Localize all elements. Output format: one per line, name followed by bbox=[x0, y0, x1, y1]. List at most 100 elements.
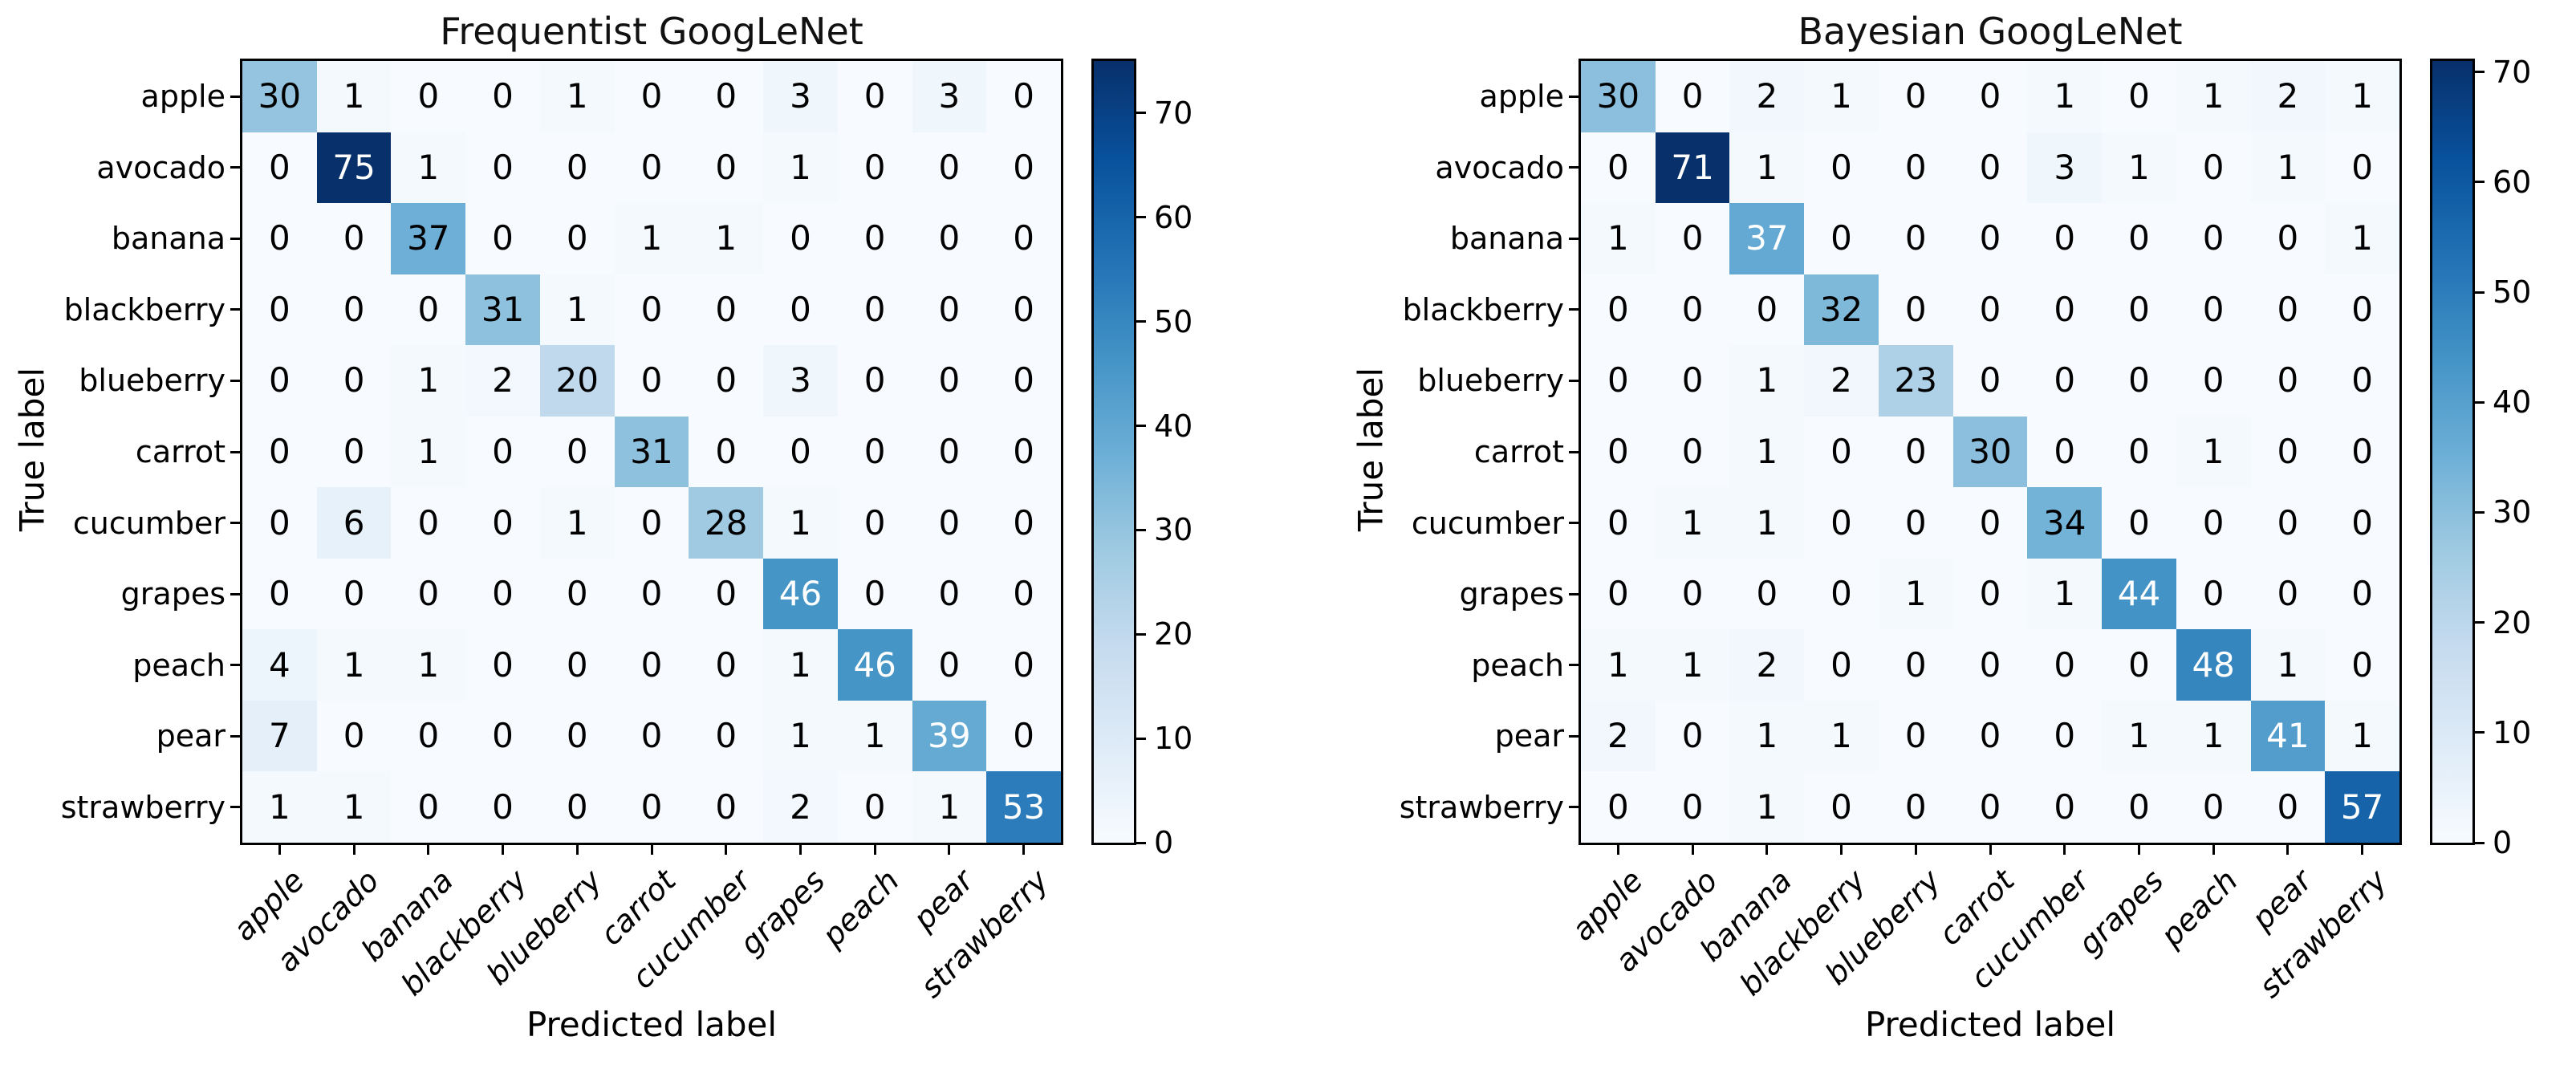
matrix-cell: 0 bbox=[539, 558, 615, 630]
matrix-cell: 0 bbox=[242, 416, 317, 488]
matrix-cell: 30 bbox=[1952, 416, 2028, 488]
matrix-cell: 57 bbox=[2325, 771, 2399, 843]
matrix-cell: 0 bbox=[316, 558, 392, 630]
matrix-cell: 1 bbox=[912, 771, 987, 843]
matrix-cell: 0 bbox=[1952, 274, 2028, 346]
matrix-cell: 0 bbox=[912, 274, 987, 346]
matrix-cell: 1 bbox=[2250, 132, 2326, 204]
matrix-cell: 2 bbox=[1729, 61, 1805, 132]
colorbar-tick-label: 60 bbox=[1154, 199, 1193, 235]
matrix-cell: 7 bbox=[242, 700, 317, 772]
y-tick-label: grapes bbox=[1459, 576, 1564, 612]
matrix-cell: 0 bbox=[2176, 203, 2251, 274]
matrix-cell: 0 bbox=[2027, 771, 2103, 843]
x-axis-tick bbox=[2137, 845, 2140, 855]
colorbar-tick-label: 40 bbox=[2493, 384, 2532, 421]
matrix-cell: 0 bbox=[1804, 132, 1879, 204]
matrix-cell: 0 bbox=[1878, 771, 1953, 843]
matrix-cell: 34 bbox=[2027, 487, 2103, 559]
matrix-cell: 1 bbox=[1729, 416, 1805, 488]
matrix-cell: 2 bbox=[465, 345, 540, 417]
matrix-cell: 0 bbox=[837, 771, 912, 843]
matrix-cell: 20 bbox=[539, 345, 615, 417]
x-axis-tick bbox=[1691, 845, 1694, 855]
y-tick-label: strawberry bbox=[1399, 789, 1564, 825]
x-axis-tick bbox=[1989, 845, 1992, 855]
matrix-cell: 1 bbox=[1878, 558, 1953, 630]
colorbar-tick bbox=[2475, 510, 2485, 514]
matrix-cell: 0 bbox=[837, 203, 912, 274]
y-axis-tick bbox=[230, 734, 240, 738]
y-axis-tick bbox=[1569, 237, 1579, 240]
colorbar-tick bbox=[1136, 216, 1146, 219]
colorbar bbox=[2430, 59, 2475, 845]
x-axis-tick bbox=[1840, 845, 1843, 855]
matrix-cell: 0 bbox=[689, 132, 764, 204]
matrix-cell: 1 bbox=[2325, 61, 2399, 132]
y-axis-tick bbox=[230, 522, 240, 525]
matrix-cell: 0 bbox=[689, 771, 764, 843]
matrix-cell: 0 bbox=[242, 487, 317, 559]
matrix-cell: 0 bbox=[2250, 558, 2326, 630]
matrix-cell: 23 bbox=[1878, 345, 1953, 417]
matrix-cell: 2 bbox=[1804, 345, 1879, 417]
matrix-cell: 6 bbox=[316, 487, 392, 559]
matrix-cell: 32 bbox=[1804, 274, 1879, 346]
y-axis-tick bbox=[1569, 308, 1579, 311]
y-tick-label: pear bbox=[1494, 718, 1564, 754]
confusion-matrix-panel-bayesian: Bayesian GoogLeNet True label apple avoca… bbox=[1339, 0, 2576, 1069]
matrix-cell: 0 bbox=[242, 558, 317, 630]
matrix-cell: 0 bbox=[2027, 416, 2103, 488]
colorbar-tick bbox=[1136, 632, 1146, 636]
matrix-cell: 1 bbox=[1729, 487, 1805, 559]
y-tick-label: carrot bbox=[135, 434, 226, 469]
matrix-cell: 0 bbox=[2102, 345, 2176, 417]
matrix-cell: 0 bbox=[2250, 416, 2326, 488]
matrix-cell: 0 bbox=[1804, 203, 1879, 274]
matrix-cell: 1 bbox=[763, 487, 838, 559]
matrix-cell: 0 bbox=[2250, 203, 2326, 274]
colorbar-tick bbox=[1136, 528, 1146, 531]
y-tick-label: grapes bbox=[120, 576, 226, 612]
x-axis-tick bbox=[427, 845, 430, 855]
matrix-cell: 0 bbox=[1878, 487, 1953, 559]
x-axis-tick bbox=[352, 845, 356, 855]
matrix-cell: 0 bbox=[1655, 558, 1730, 630]
matrix-cell: 0 bbox=[1655, 274, 1730, 346]
matrix-cell: 0 bbox=[316, 274, 392, 346]
matrix-cell: 0 bbox=[2176, 345, 2251, 417]
matrix-cell: 1 bbox=[242, 771, 317, 843]
x-axis-tick bbox=[650, 845, 653, 855]
matrix-cell: 0 bbox=[986, 345, 1061, 417]
matrix-cell: 0 bbox=[539, 132, 615, 204]
colorbar-tick-label: 10 bbox=[1154, 721, 1193, 757]
x-axis-tick bbox=[575, 845, 579, 855]
matrix-cell: 0 bbox=[242, 274, 317, 346]
matrix-cell: 1 bbox=[1655, 629, 1730, 701]
matrix-cell: 0 bbox=[2176, 274, 2251, 346]
colorbar-tick bbox=[1136, 425, 1146, 428]
colorbar-tick-label: 0 bbox=[2493, 825, 2513, 860]
matrix-cell: 0 bbox=[2250, 487, 2326, 559]
matrix-cell: 1 bbox=[2027, 558, 2103, 630]
y-tick-label: avocado bbox=[96, 149, 226, 185]
matrix-cell: 0 bbox=[1878, 416, 1953, 488]
x-axis-tick bbox=[1765, 845, 1769, 855]
matrix-cell: 0 bbox=[2176, 558, 2251, 630]
matrix-cell: 0 bbox=[2325, 487, 2399, 559]
matrix-cell: 0 bbox=[1952, 487, 2028, 559]
y-axis-tick bbox=[230, 237, 240, 240]
matrix-cell: 0 bbox=[1729, 274, 1805, 346]
matrix-cell: 0 bbox=[2102, 629, 2176, 701]
matrix-cell: 0 bbox=[1952, 771, 2028, 843]
matrix-cell: 3 bbox=[2027, 132, 2103, 204]
matrix-cell: 1 bbox=[1804, 700, 1879, 772]
matrix-cell: 0 bbox=[986, 487, 1061, 559]
y-axis-tick bbox=[1569, 166, 1579, 169]
x-axis-tick bbox=[1616, 845, 1619, 855]
matrix-cell: 44 bbox=[2102, 558, 2176, 630]
matrix-cell: 0 bbox=[465, 629, 540, 701]
matrix-cell: 1 bbox=[2176, 700, 2251, 772]
colorbar-tick bbox=[1136, 841, 1146, 844]
matrix-cell: 0 bbox=[391, 771, 466, 843]
